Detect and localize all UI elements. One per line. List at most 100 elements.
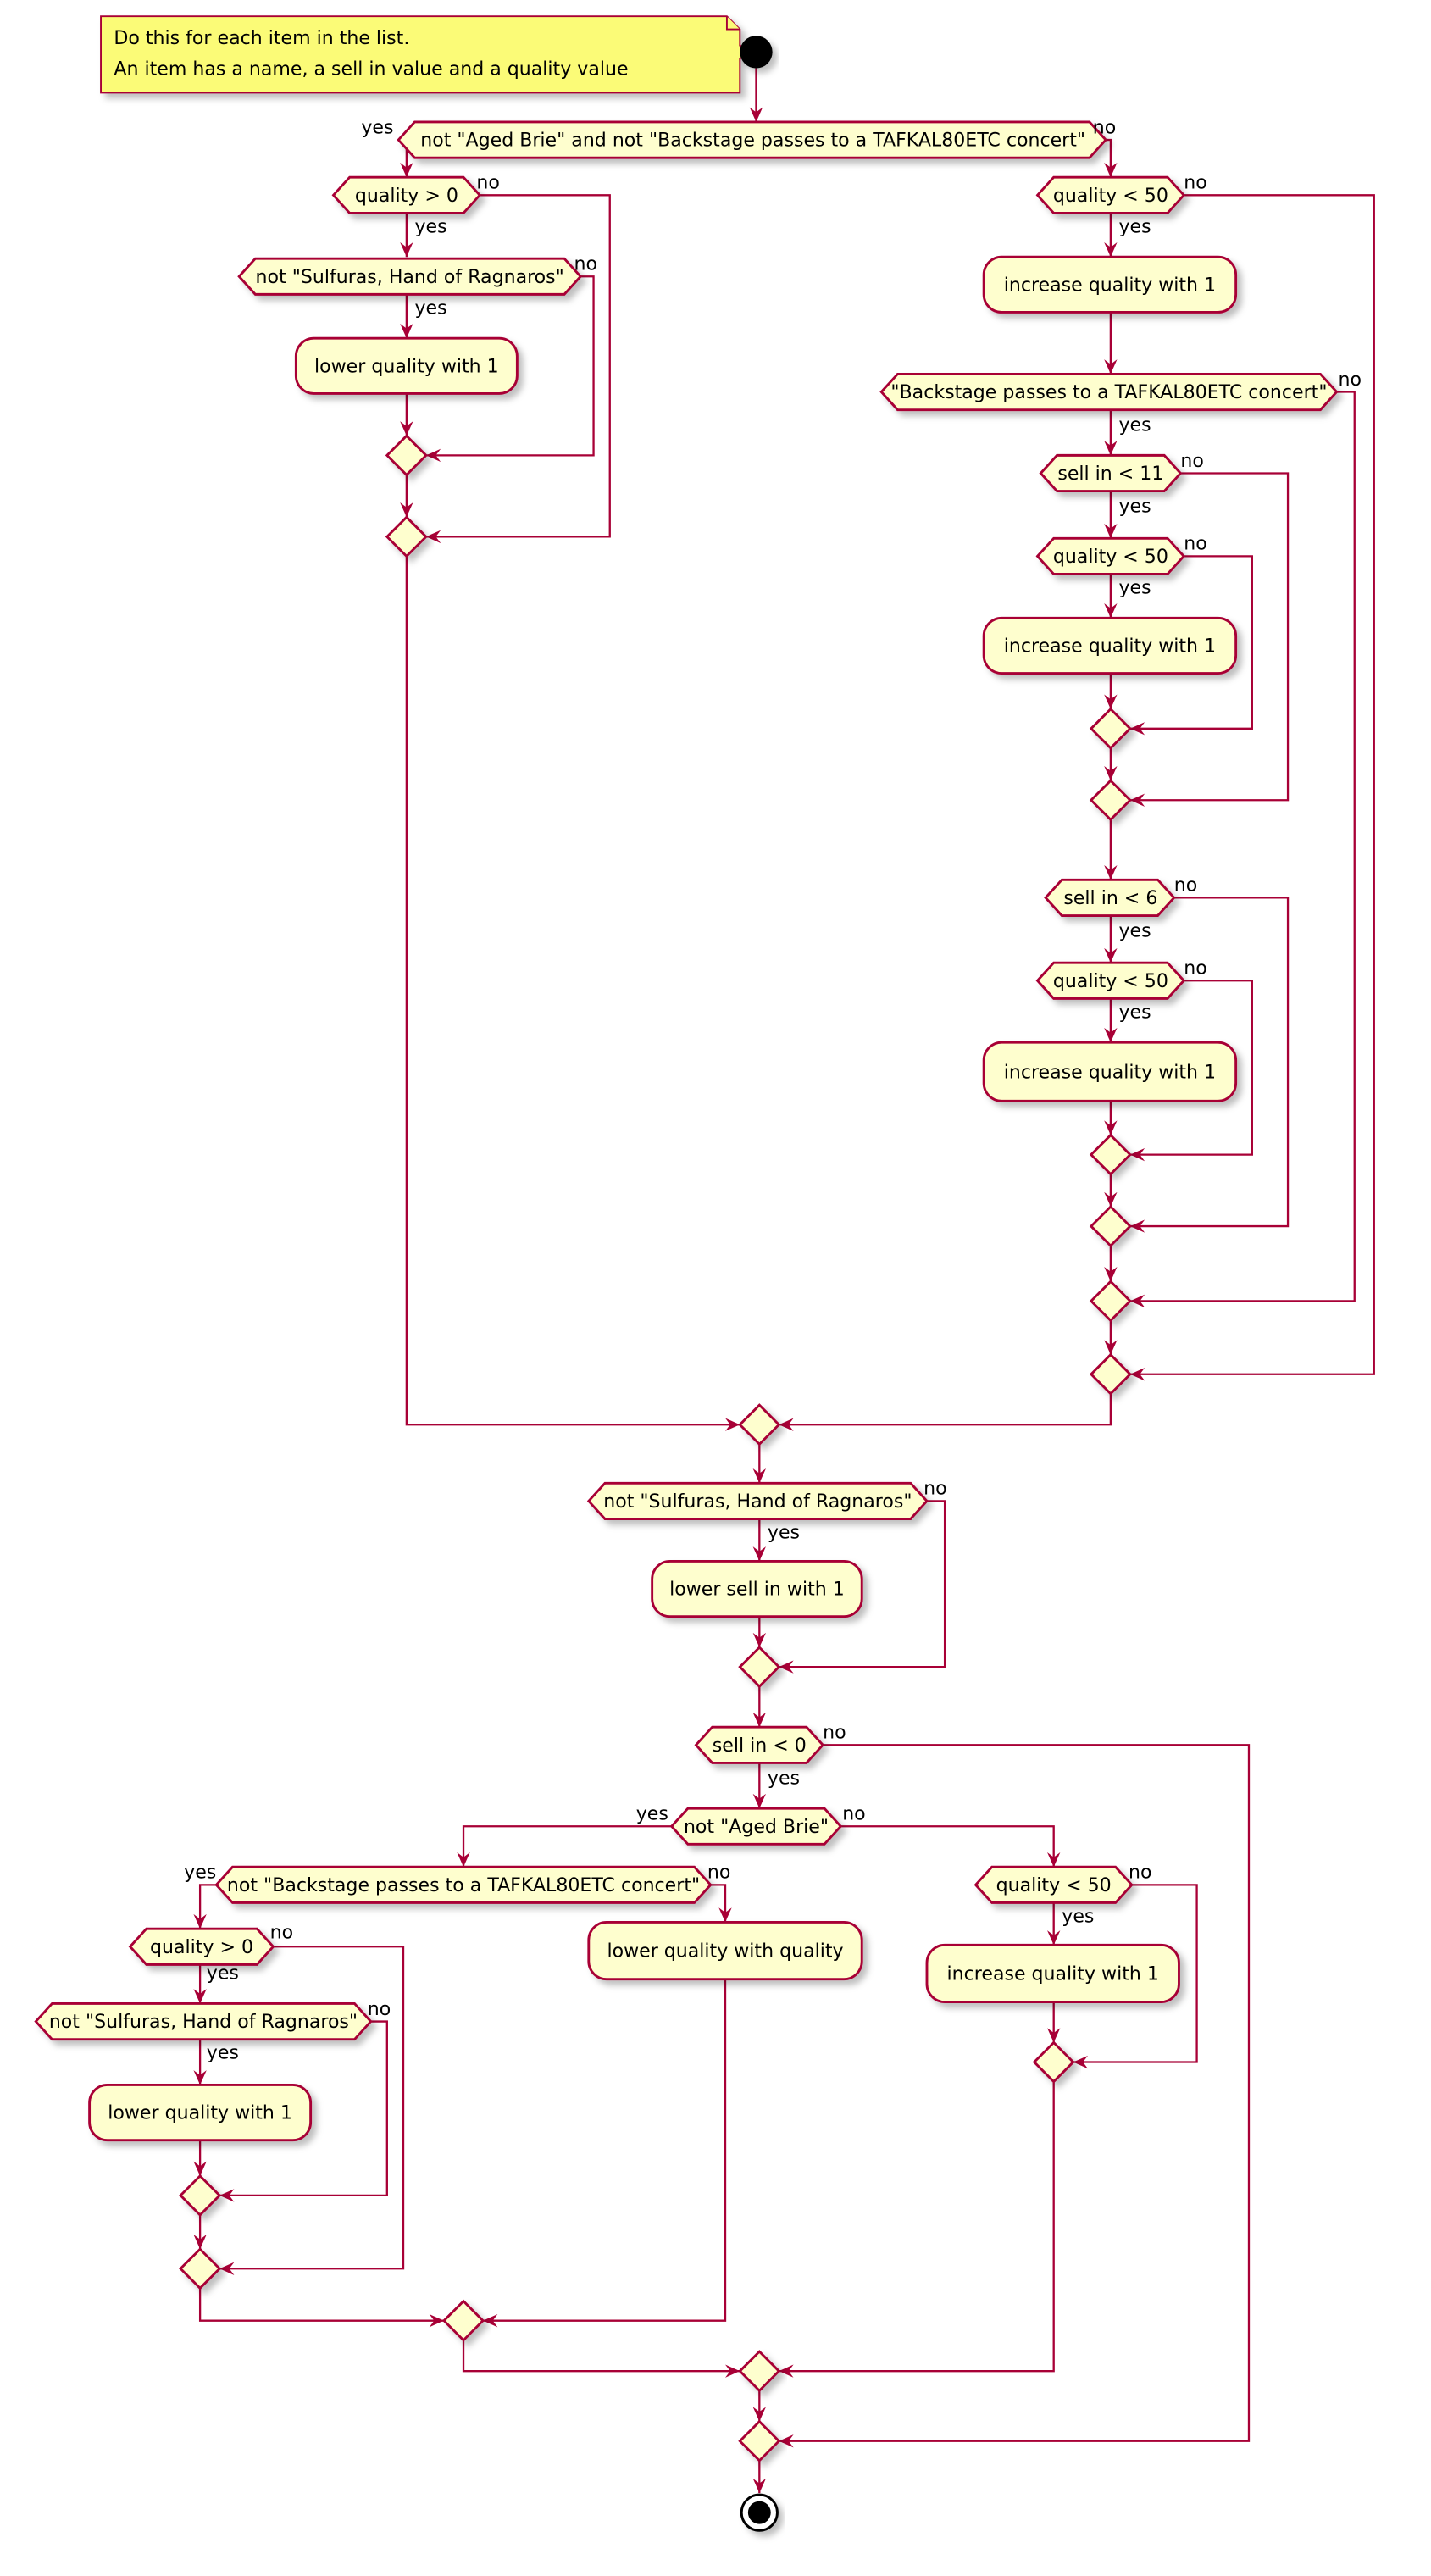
decision-text: not "Aged Brie" [684,1817,829,1838]
branch-label-no: no [1180,451,1203,472]
flow-edge [710,1884,732,1923]
action-shape [982,1041,1238,1102]
decision-text: sell in < 11 [1057,464,1163,485]
flow-edge [1129,897,1290,1233]
branch-label-no: no [368,1999,391,2020]
decision-d_quality_lt_50_c: quality < 50 [1035,961,1186,1000]
action-text: increase quality with 1 [1004,275,1216,297]
flow-edge [1129,555,1253,736]
flow-edge [462,2340,740,2378]
decision-text: quality < 50 [1053,971,1168,992]
decision-d_quality_lt_50_d: quality < 50 [973,1865,1134,1904]
merge-diamond [179,2247,222,2290]
decision-shape [1035,536,1186,575]
note-line: An item has a name, a sell in value and … [114,58,628,80]
flow-edge [1104,138,1118,178]
merge-diamond [441,2299,485,2342]
decision-text: not "Aged Brie" and not "Backstage passe… [420,130,1085,152]
decision-shape [331,175,482,214]
decision-shape [1035,961,1186,1000]
decision-d_quality_lt_50_b: quality < 50 [1035,536,1186,575]
merge-diamond [738,2419,781,2462]
decision-shape [669,1807,843,1846]
action-text: increase quality with 1 [1004,1062,1216,1083]
branch-label-no: no [1129,1863,1151,1884]
flow-edge [457,1825,672,1868]
decision-text: quality > 0 [150,1937,253,1958]
merge-diamond [738,1646,781,1689]
merge-diamond [738,2350,781,2393]
flow-edge [1129,980,1253,1162]
branch-label-yes: yes [184,1863,216,1884]
decision-text: quality < 50 [1053,186,1168,207]
branch-label-no: no [476,173,499,194]
decision-shape [1035,175,1186,214]
decision-shape [397,120,1108,159]
decision-d_backstage: "Backstage passes to a TAFKAL80ETC conce… [879,372,1339,412]
decision-shape [128,1927,275,1966]
action-shape [587,1921,863,1981]
action-text: lower sell in with 1 [669,1579,845,1601]
decision-d_sell_in_lt_0: sell in < 0 [694,1725,825,1764]
decision-shape [237,257,583,296]
decision-shape [586,1481,929,1520]
action-a_lower_sell_in: lower sell in with 1 [651,1559,863,1618]
branch-label-no: no [1174,875,1197,897]
decision-text: quality < 50 [996,1875,1112,1896]
decision-text: not "Sulfuras, Hand of Ragnaros" [603,1491,912,1513]
branch-label-yes: yes [1118,497,1151,518]
end-node-inner [747,2501,771,2524]
decision-text: sell in < 6 [1063,888,1157,909]
edges [193,68,1375,2494]
branch-label-no: no [707,1863,730,1884]
decision-d_quality_gt_0_b: quality > 0 [128,1927,275,1966]
action-shape [925,1943,1180,2003]
branch-label-yes: yes [636,1804,668,1825]
flow-edge [1129,194,1375,1381]
flow-edge [219,2020,388,2202]
decision-shape [1039,453,1183,493]
merge-diamond [1032,2040,1075,2084]
start-node [740,36,773,69]
flow-edge [425,275,595,463]
decision-d_not_sulfuras_c: not "Sulfuras, Hand of Ragnaros" [34,2002,373,2041]
decision-d_not_backstage: not "Backstage passes to a TAFKAL80ETC c… [214,1865,713,1904]
branch-label-no: no [1184,173,1206,194]
flow-edge [1129,472,1290,807]
action-text: increase quality with 1 [947,1964,1159,1985]
flow-edge [198,2288,444,2328]
action-a_lower_quality_with_quality: lower quality with quality [587,1921,863,1981]
branch-label-yes: yes [768,1523,800,1544]
flow-edge [425,194,611,544]
decision-shape [694,1725,825,1764]
action-text: lower quality with quality [607,1941,843,1963]
decision-d_not_brie: not "Aged Brie" [669,1807,843,1846]
branch-label-no: no [823,1723,846,1744]
branch-label-no: no [923,1479,946,1500]
branch-label-no: no [842,1804,865,1825]
flow-edge [219,1946,405,2275]
action-shape [294,336,519,395]
branch-label-yes: yes [414,216,446,237]
merge-diamond [385,434,428,477]
merge-diamond [1089,1133,1132,1176]
merge-diamond [1089,779,1132,822]
decision-shape [1044,878,1176,917]
decision-d_not_brie_backstage: not "Aged Brie" and not "Backstage passe… [397,120,1108,159]
branch-label-yes: yes [1118,216,1151,237]
note: Do this for each item in the list. An ite… [100,15,759,94]
flow-edge [779,1744,1251,2448]
branch-label-yes: yes [207,2043,239,2064]
decision-d_quality_gt_0_a: quality > 0 [331,175,482,214]
decision-text: "Backstage passes to a TAFKAL80ETC conce… [890,382,1327,403]
branch-label-yes: yes [207,1963,239,1985]
action-shape [88,2083,313,2142]
action-shape [651,1559,863,1618]
flow-edge [1129,391,1356,1308]
branch-label-no: no [270,1923,293,1944]
action-shape [982,616,1238,675]
decision-d_not_sulfuras_b: not "Sulfuras, Hand of Ragnaros" [586,1481,929,1520]
action-text: increase quality with 1 [1004,636,1216,658]
decision-shape [973,1865,1134,1904]
action-text: lower quality with 1 [108,2103,292,2124]
